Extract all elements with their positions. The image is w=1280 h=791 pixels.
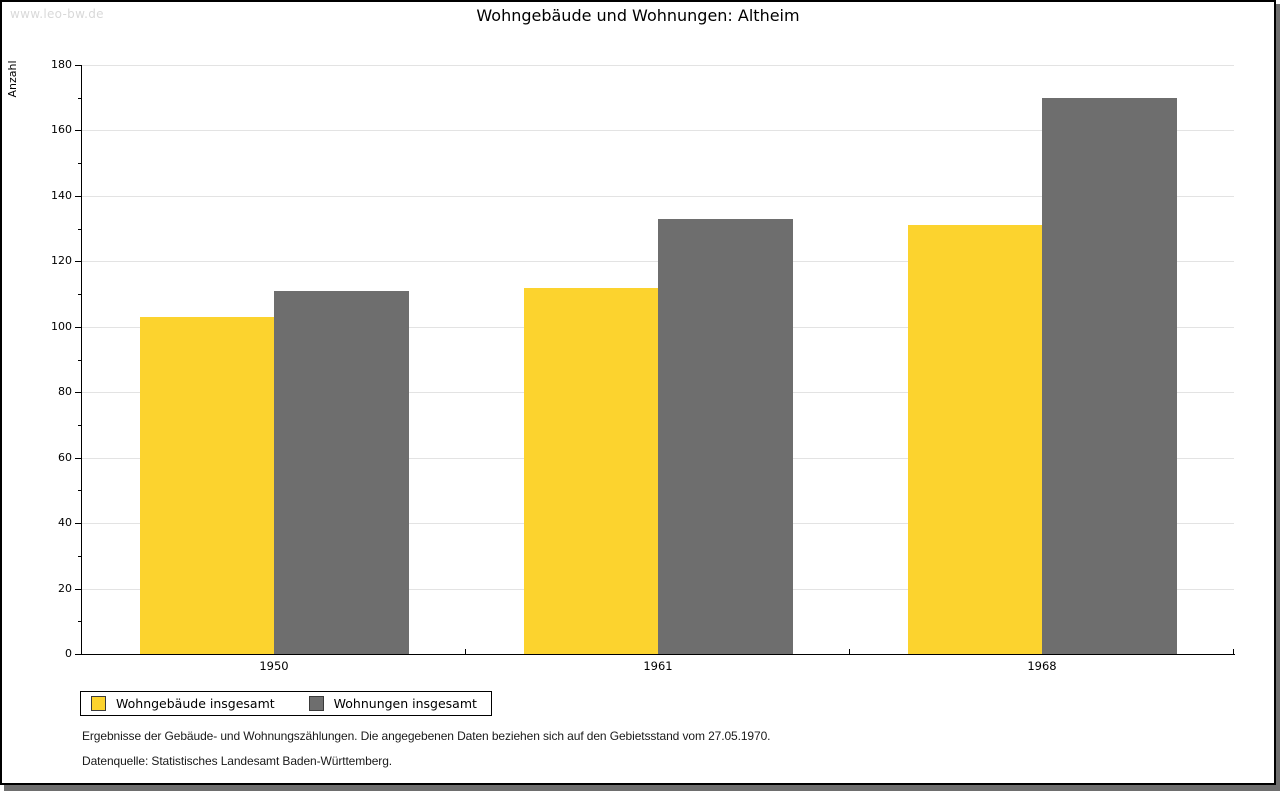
x-axis-category-label: 1961 <box>643 659 673 673</box>
y-axis-minor-tick <box>78 424 81 426</box>
y-axis-tick-label: 120 <box>51 254 72 268</box>
x-axis-line <box>81 654 1235 655</box>
y-axis-major-tick <box>75 65 81 66</box>
legend: Wohngebäude insgesamt Wohnungen insgesam… <box>80 691 492 716</box>
y-axis-major-tick <box>75 588 81 590</box>
bar-dwellings-1968 <box>1042 97 1177 654</box>
y-axis-major-tick <box>75 392 81 394</box>
y-axis-tick-label: 100 <box>51 319 72 333</box>
y-axis-tick-label: 20 <box>58 581 72 595</box>
y-axis-tick-label: 0 <box>65 647 72 660</box>
y-axis-major-tick <box>75 261 81 263</box>
y-axis-line <box>81 65 82 655</box>
y-axis-major-tick <box>75 130 81 132</box>
y-axis-minor-tick <box>78 490 81 492</box>
bar-buildings-1961 <box>523 287 658 654</box>
legend-swatch-yellow <box>91 696 106 711</box>
y-axis-tick-label: 180 <box>51 58 72 71</box>
chart-title: Wohngebäude und Wohnungen: Altheim <box>476 6 800 25</box>
y-axis-major-tick <box>75 326 81 328</box>
bar-dwellings-1950 <box>274 290 409 654</box>
y-axis-minor-tick <box>78 294 81 296</box>
watermark-url: www.leo-bw.de <box>10 7 104 21</box>
y-axis-title: Anzahl <box>6 60 19 98</box>
y-axis-tick-label: 40 <box>58 516 72 530</box>
y-axis-minor-tick <box>78 97 81 99</box>
x-axis-tick <box>465 649 466 654</box>
legend-swatch-gray <box>308 696 324 711</box>
y-axis-minor-tick <box>78 228 81 230</box>
y-axis-minor-tick <box>78 555 81 557</box>
bar-dwellings-1961 <box>658 218 793 654</box>
y-axis-tick-label: 60 <box>58 450 72 464</box>
y-axis-minor-tick <box>78 621 81 623</box>
gridline <box>82 65 1234 66</box>
frame-shadow-right <box>1276 4 1280 791</box>
legend-label: Wohnungen insgesamt <box>333 696 477 711</box>
legend-label: Wohngebäude insgesamt <box>116 696 275 711</box>
frame-shadow-bottom <box>4 785 1276 791</box>
x-axis-tick <box>1233 649 1234 654</box>
y-axis-major-tick <box>75 523 81 525</box>
x-axis-category-label: 1950 <box>259 659 289 673</box>
footnote-source-note: Ergebnisse der Gebäude- und Wohnungszähl… <box>82 729 771 743</box>
y-axis-major-tick <box>75 654 81 655</box>
y-axis-tick-label: 80 <box>58 385 72 399</box>
bar-buildings-1950 <box>139 316 274 654</box>
y-axis-tick-label: 140 <box>51 188 72 202</box>
y-axis-major-tick <box>75 457 81 459</box>
gridline <box>82 195 1234 197</box>
x-axis-category-label: 1968 <box>1027 659 1057 673</box>
legend-entry-buildings: Wohngebäude insgesamt <box>91 696 275 711</box>
gridline <box>82 130 1234 132</box>
legend-entry-dwellings: Wohnungen insgesamt <box>308 696 477 711</box>
y-axis-tick-label: 160 <box>51 123 72 137</box>
footnote-data-source: Datenquelle: Statistisches Landesamt Bad… <box>82 754 392 768</box>
y-axis-major-tick <box>75 195 81 197</box>
y-axis-minor-tick <box>78 359 81 361</box>
bar-buildings-1968 <box>907 225 1042 654</box>
x-axis-tick <box>849 649 850 654</box>
y-axis-minor-tick <box>78 163 81 165</box>
plot-area <box>82 65 1234 654</box>
